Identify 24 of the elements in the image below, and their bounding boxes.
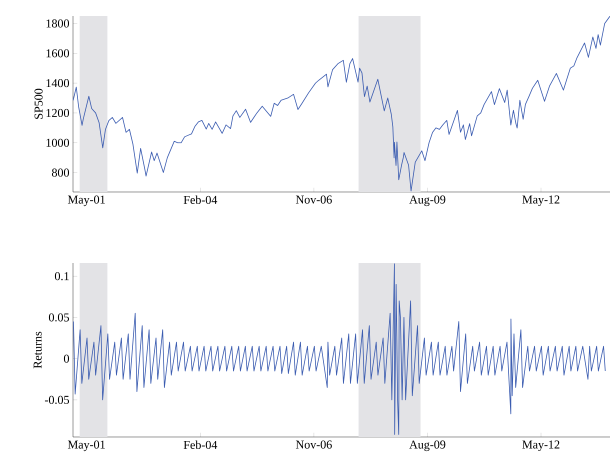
y-axis-title: SP500 xyxy=(34,88,43,119)
y-tick-label: 1600 xyxy=(46,49,70,58)
y-tick-label: -0.05 xyxy=(44,396,70,404)
y-axis-title: Returns xyxy=(34,332,42,368)
y-tick-label: 1200 xyxy=(46,108,70,117)
x-tick-label: Aug-09 xyxy=(409,440,446,452)
x-tick-label: Nov-06 xyxy=(296,440,332,449)
x-tick-label: May-01 xyxy=(68,196,105,206)
x-tick-label: May-12 xyxy=(522,440,560,452)
line-series xyxy=(73,263,606,435)
x-tick-label: Feb-04 xyxy=(184,440,218,449)
x-tick-label: Aug-09 xyxy=(409,196,446,206)
y-tick-label: 0.05 xyxy=(48,313,70,322)
y-tick-label: 1400 xyxy=(46,79,70,88)
y-tick-label: 0 xyxy=(64,354,70,363)
y-tick-label: 0.1 xyxy=(54,272,69,280)
y-tick-label: 800 xyxy=(52,168,70,177)
x-tick-label: Nov-06 xyxy=(296,196,332,204)
x-tick-label: Feb-04 xyxy=(184,196,218,204)
line-series xyxy=(73,16,610,192)
x-tick-label: May-01 xyxy=(68,440,105,452)
y-tick-label: 1800 xyxy=(46,19,70,28)
y-tick-label: 1000 xyxy=(46,138,70,147)
x-tick-label: May-12 xyxy=(522,196,560,206)
